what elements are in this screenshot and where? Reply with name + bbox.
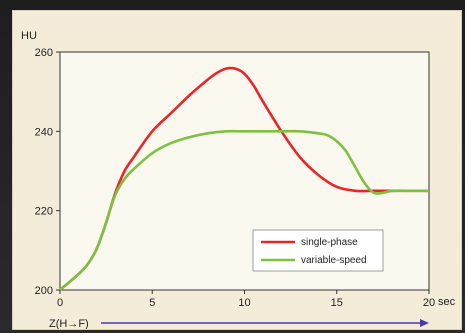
x-axis: 0 5 10 15 20 bbox=[57, 290, 435, 309]
legend-label-variable-speed: variable-speed bbox=[301, 255, 367, 266]
y-axis-label: HU bbox=[21, 30, 37, 42]
y-axis: 200 220 240 260 bbox=[35, 47, 60, 297]
y-tick-label: 200 bbox=[35, 285, 53, 297]
x-axis-caption: Z(H→F) bbox=[49, 318, 89, 329]
x-tick-label: 0 bbox=[57, 297, 63, 309]
y-tick-label: 240 bbox=[35, 126, 53, 138]
caption-arrow-head bbox=[420, 319, 429, 327]
x-axis-unit: sec bbox=[438, 296, 456, 308]
y-tick-label: 260 bbox=[35, 47, 53, 59]
legend: single-phase variable-speed bbox=[252, 229, 384, 272]
y-tick-label: 220 bbox=[35, 206, 53, 218]
x-tick-label: 10 bbox=[238, 297, 250, 309]
x-tick-label: 15 bbox=[331, 297, 343, 309]
legend-label-single-phase: single-phase bbox=[301, 237, 358, 248]
legend-box bbox=[252, 229, 384, 272]
chart-panel: HU 200 220 240 260 0 5 10 15 20 sec Z(H→F) sing… bbox=[12, 10, 462, 330]
x-tick-label: 20 bbox=[423, 297, 435, 309]
line-chart: HU 200 220 240 260 0 5 10 15 20 sec Z(H→F) sing… bbox=[21, 30, 456, 329]
series-line-variable-speed bbox=[59, 129, 429, 291]
x-tick-label: 5 bbox=[149, 297, 155, 309]
series-lines bbox=[59, 66, 429, 291]
